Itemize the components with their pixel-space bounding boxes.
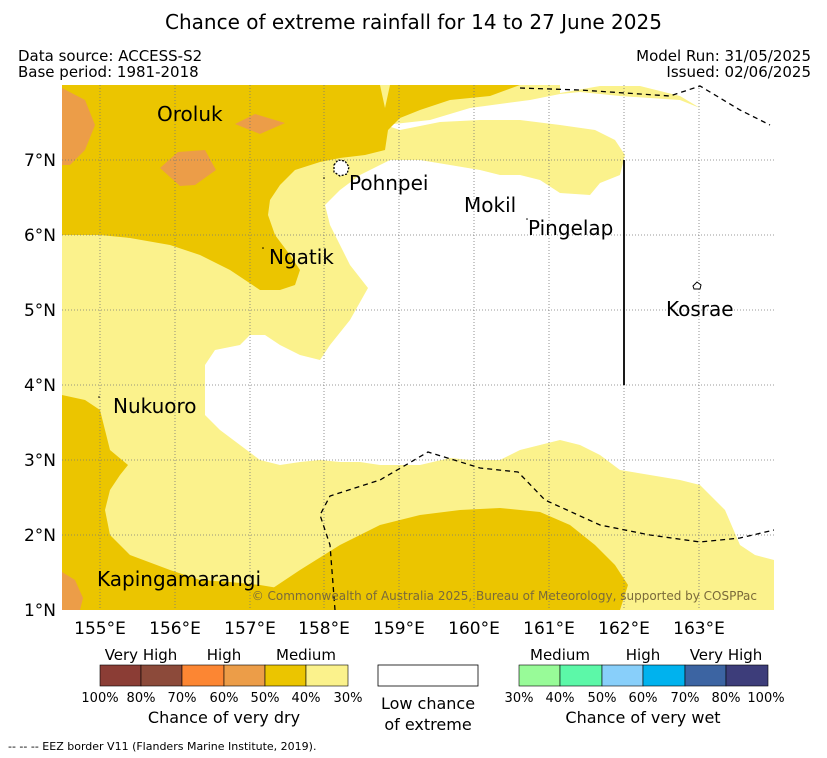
- eez-footnote: -- -- -- EEZ border V11 (Flanders Marine…: [8, 740, 317, 753]
- lon-tick-label: 157°E: [224, 619, 276, 639]
- lat-tick-label: 2°N: [24, 526, 56, 546]
- region-high-patch-north: [235, 114, 285, 134]
- legend-swatch-wet-40: [559, 664, 603, 687]
- region-medium-dark-southwest: [62, 395, 320, 610]
- legend-swatch-dry-70: [181, 664, 225, 687]
- place-label-nukuoro: Nukuoro: [113, 394, 197, 418]
- lon-tick-label: 158°E: [298, 619, 350, 639]
- legend-wet-pct: 50%: [588, 691, 617, 706]
- region-medium-dark-north: [62, 85, 520, 290]
- lon-tick-label: 159°E: [373, 619, 425, 639]
- region-low-chance: [205, 92, 774, 560]
- place-label-kapingamarangi: Kapingamarangi: [97, 567, 261, 591]
- legend-wet-label-high: High: [626, 646, 660, 664]
- map-title: Chance of extreme rainfall for 14 to 27 …: [165, 10, 662, 34]
- legend-wet-pct: 80%: [712, 691, 741, 706]
- lon-tick-label: 162°E: [598, 619, 650, 639]
- legend-dry-caption: Chance of very dry: [148, 708, 300, 727]
- data-source-label: Data source: ACCESS-S2: [18, 47, 203, 65]
- lon-tick-label: 155°E: [74, 619, 126, 639]
- region-high-patch-center: [160, 150, 216, 186]
- lat-tick-label: 6°N: [24, 226, 56, 246]
- region-medium-dark-south: [250, 508, 628, 610]
- lon-tick-label: 163°E: [673, 619, 725, 639]
- legend-dry-pct: 60%: [210, 691, 239, 706]
- legend-wet-pct: 70%: [671, 691, 700, 706]
- pingelap-island-marker: [526, 218, 528, 220]
- legend-swatch-dry-80: [140, 664, 183, 687]
- legend-wet-pct: 100%: [747, 691, 784, 706]
- place-label-ngatik: Ngatik: [269, 245, 334, 269]
- region-low-chance-corner: [560, 85, 774, 108]
- legend-low-caption-1: Low chance: [381, 694, 475, 713]
- place-label-pingelap: Pingelap: [528, 216, 613, 240]
- legend-swatch-wet-50: [601, 664, 644, 687]
- legend-dry-pct: 70%: [168, 691, 197, 706]
- legend-wet: Medium High Very High 30% 40% 50% 60% 70…: [505, 646, 785, 727]
- legend-swatch-wet-70: [684, 664, 727, 687]
- lon-tick-label: 160°E: [448, 619, 500, 639]
- legend-swatch-dry-40: [305, 664, 349, 687]
- legend-swatch-dry-100: [99, 664, 142, 687]
- legend-swatch-wet-60: [642, 664, 686, 687]
- copyright-text: © Commonwealth of Australia 2025, Bureau…: [252, 589, 757, 603]
- place-label-pohnpei: Pohnpei: [349, 171, 429, 195]
- ant-island-marker: [323, 177, 325, 179]
- legend-dry-label-medium: Medium: [276, 646, 336, 664]
- base-period-label: Base period: 1981-2018: [18, 63, 199, 81]
- legend-dry-label-very-high: Very High: [105, 646, 178, 664]
- legend-dry-pct: 50%: [251, 691, 280, 706]
- nukuoro-island-marker: [98, 396, 100, 398]
- pohnpei-island-icon: [333, 159, 350, 177]
- legend-wet-label-very-high: Very High: [690, 646, 763, 664]
- eez-border: [319, 85, 774, 610]
- legend-dry-pct: 30%: [334, 691, 363, 706]
- legend-dry-pct: 40%: [292, 691, 321, 706]
- legend-swatch-wet-80: [725, 664, 769, 687]
- legend-wet-pct: 30%: [505, 691, 534, 706]
- legend-low: Low chance of extreme: [377, 664, 479, 734]
- legend-swatch-dry-60: [223, 664, 266, 687]
- place-label-mokil: Mokil: [464, 193, 516, 217]
- legend-dry-pct: 80%: [127, 691, 156, 706]
- model-run-label: Model Run: 31/05/2025: [636, 47, 811, 65]
- issued-label: Issued: 02/06/2025: [666, 63, 811, 81]
- legend-low-caption-2: of extreme: [384, 715, 471, 734]
- lon-tick-label: 161°E: [523, 619, 575, 639]
- lat-tick-label: 1°N: [24, 601, 56, 621]
- legend-swatch-low: [377, 664, 479, 687]
- place-label-oroluk: Oroluk: [157, 102, 223, 126]
- kosrae-island-icon: [692, 281, 702, 290]
- legend-dry: Very High High Medium 100% 80% 70% 60% 5…: [81, 646, 362, 727]
- region-high-patch-west: [62, 88, 95, 165]
- lat-tick-label: 4°N: [24, 376, 56, 396]
- legend-dry-label-high: High: [207, 646, 241, 664]
- legend-dry-pct: 100%: [81, 691, 118, 706]
- legend-swatch-dry-50: [264, 664, 307, 687]
- lat-tick-label: 3°N: [24, 451, 56, 471]
- legend-wet-caption: Chance of very wet: [565, 708, 720, 727]
- region-high-patch-southwest: [62, 572, 83, 610]
- legend-wet-pct: 40%: [546, 691, 575, 706]
- legend-wet-pct: 60%: [629, 691, 658, 706]
- legend-swatch-wet-30: [518, 664, 561, 687]
- lat-tick-label: 5°N: [24, 301, 56, 321]
- ngatik-island-marker: [262, 247, 264, 249]
- lat-tick-label: 7°N: [24, 151, 56, 171]
- legend-wet-label-medium: Medium: [530, 646, 590, 664]
- place-label-kosrae: Kosrae: [666, 297, 734, 321]
- lon-tick-label: 156°E: [149, 619, 201, 639]
- map-regions: [62, 85, 774, 610]
